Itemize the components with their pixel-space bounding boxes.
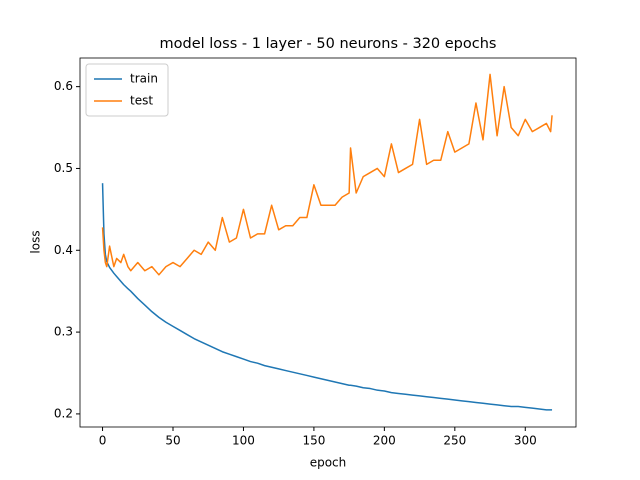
x-axis-label: epoch bbox=[310, 456, 347, 470]
y-tick-label: 0.5 bbox=[54, 161, 73, 175]
x-tick-label: 100 bbox=[232, 434, 255, 448]
plot-frame bbox=[79, 57, 577, 428]
legend-box bbox=[85, 63, 169, 117]
y-tick-label: 0.4 bbox=[54, 243, 73, 257]
line-series bbox=[101, 183, 553, 411]
chart-title: model loss - 1 layer - 50 neurons - 320 … bbox=[160, 36, 497, 52]
y-tick-label: 0.6 bbox=[54, 79, 73, 93]
x-tick-label: 300 bbox=[514, 434, 537, 448]
x-tick-label: 50 bbox=[165, 434, 180, 448]
legend-label: train bbox=[130, 72, 158, 86]
legend-label: test bbox=[130, 94, 153, 108]
y-tick-label: 0.3 bbox=[54, 325, 73, 339]
x-tick-label: 250 bbox=[443, 434, 466, 448]
y-axis-label: loss bbox=[29, 230, 43, 253]
x-tick-label: 200 bbox=[373, 434, 396, 448]
x-tick-label: 0 bbox=[99, 434, 107, 448]
x-tick-label: 150 bbox=[302, 434, 325, 448]
line-series bbox=[101, 73, 553, 276]
y-tick-label: 0.2 bbox=[54, 406, 73, 420]
